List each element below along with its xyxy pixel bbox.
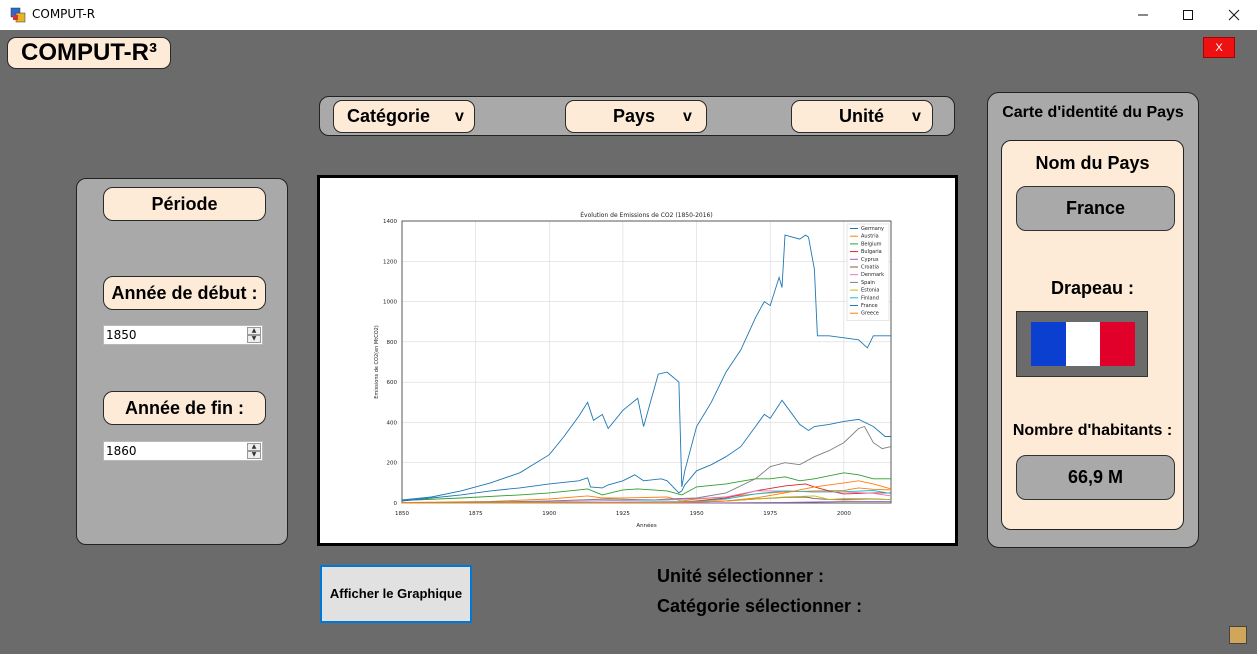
show-chart-button[interactable]: Afficher le Graphique [320,565,472,623]
selected-category-label: Catégorie sélectionner : [657,596,863,616]
flag-label: Drapeau : [1050,278,1135,298]
start-year-stepper[interactable]: ▲ ▼ [247,327,261,343]
window-titlebar: COMPUT-R [0,0,1257,30]
series-line-spain [401,425,892,504]
x-tick-label: 1975 [763,511,777,517]
spin-down-icon[interactable]: ▼ [247,451,261,459]
start-year-label: Année de début : [103,276,266,310]
unit-dropdown-label: Unité [839,106,884,126]
category-dropdown-label: Catégorie [347,106,431,126]
chevron-down-icon: v [683,108,692,125]
france-flag-image [1031,322,1136,366]
spin-down-icon[interactable]: ▼ [247,335,261,343]
resize-grip-icon [1229,626,1247,644]
legend-entry: Finland [861,295,879,301]
legend-entry: Estonia [861,288,879,294]
maximize-button[interactable] [1165,0,1211,30]
filter-toolbar: Catégorie v Pays v Unité v [319,96,955,136]
legend-box [846,223,890,321]
x-axis-label: Années [636,522,657,529]
end-year-value: 1860 [106,444,137,458]
window-title: COMPUT-R [32,7,96,21]
legend-entry: Bulgaria [861,249,882,255]
series-line-france [401,399,891,502]
series-line-belgium [401,472,891,502]
x-tick-label: 1875 [469,511,483,517]
legend-entry: Germany [861,226,884,232]
legend-entry: France [861,303,878,309]
category-dropdown[interactable]: Catégorie v [333,100,475,133]
x-tick-label: 1950 [690,511,704,517]
spin-up-icon[interactable]: ▲ [247,327,261,335]
end-year-spinner[interactable]: 1860 ▲ ▼ [103,441,263,461]
x-tick-label: 2000 [837,511,851,517]
chevron-down-icon: v [455,108,464,125]
period-panel: Période Année de début : 1850 ▲ ▼ Année … [76,178,288,545]
y-tick-label: 400 [387,420,398,426]
series-line-cyprus [402,500,892,504]
period-title: Période [103,187,266,221]
app-close-button[interactable]: X [1203,37,1235,58]
y-tick-label: 600 [387,380,398,386]
app-client-area: COMPUT-R³ X Catégorie v Pays v Unité v P… [0,30,1257,654]
chart-frame: 1850 1875 1900 1925 1950 1975 2000 0 200 400 600 80… [317,175,958,546]
end-year-label: Année de fin : [103,391,266,425]
country-name-label: Nom du Pays [1035,153,1150,173]
unit-dropdown[interactable]: Unité v [791,100,933,133]
x-tick-label: 1850 [395,511,409,517]
legend-entry: Spain [861,280,875,286]
y-tick-label: 800 [387,340,398,346]
country-name-value: France [1016,186,1175,231]
flag-stripe-red [1100,322,1136,366]
legend-entry: Cyprus [861,257,879,263]
close-icon [1228,9,1240,21]
co2-emissions-chart: 1850 1875 1900 1925 1950 1975 2000 0 200 400 600 80… [374,211,892,529]
country-card-header: Carte d'identité du Pays [1002,104,1184,121]
country-card-panel: Carte d'identité du Pays Nom du Pays Fra… [987,92,1199,548]
population-label: Nombre d'habitants : [1012,422,1173,439]
series-line-germany [401,234,891,501]
legend-entry: Croatia [861,265,879,271]
start-year-value: 1850 [106,328,137,342]
legend-entry: Denmark [861,272,884,278]
x-tick-label: 1900 [542,511,556,517]
series-line-greece [401,480,892,504]
flag-stripe-white [1065,322,1101,366]
y-tick-label: 1200 [383,259,397,265]
start-year-spinner[interactable]: 1850 ▲ ▼ [103,325,263,345]
end-year-stepper[interactable]: ▲ ▼ [247,443,261,459]
y-tick-label: 1000 [383,300,397,306]
population-value: 66,9 M [1016,455,1175,500]
country-dropdown[interactable]: Pays v [565,100,707,133]
window-close-button[interactable] [1211,0,1257,30]
app-title: COMPUT-R³ [7,37,171,69]
minimize-icon [1138,14,1148,16]
legend-entry: Belgium [861,241,882,247]
flag-box [1016,311,1148,377]
spin-up-icon[interactable]: ▲ [247,443,261,451]
chevron-down-icon: v [912,108,921,125]
selected-unit-label: Unité sélectionner : [657,566,825,586]
country-card-body: Nom du Pays France Drapeau : Nombre d'ha… [1001,140,1184,530]
y-tick-label: 0 [394,501,398,507]
maximize-icon [1183,10,1193,20]
y-axis-label: Emissions de CO2(en MtCO2) [374,325,380,399]
legend-entry: Austria [861,234,879,240]
flag-stripe-blue [1031,322,1066,366]
country-dropdown-label: Pays [613,106,656,126]
app-window-icon [10,7,26,23]
chart-title: Évolution de Emissions de CO2 (1850-2016… [580,211,712,219]
legend-entry: Greece [861,311,879,317]
minimize-button[interactable] [1120,0,1166,30]
x-tick-label: 1925 [616,511,630,517]
y-tick-label: 200 [387,461,398,467]
y-tick-label: 1400 [383,219,397,225]
